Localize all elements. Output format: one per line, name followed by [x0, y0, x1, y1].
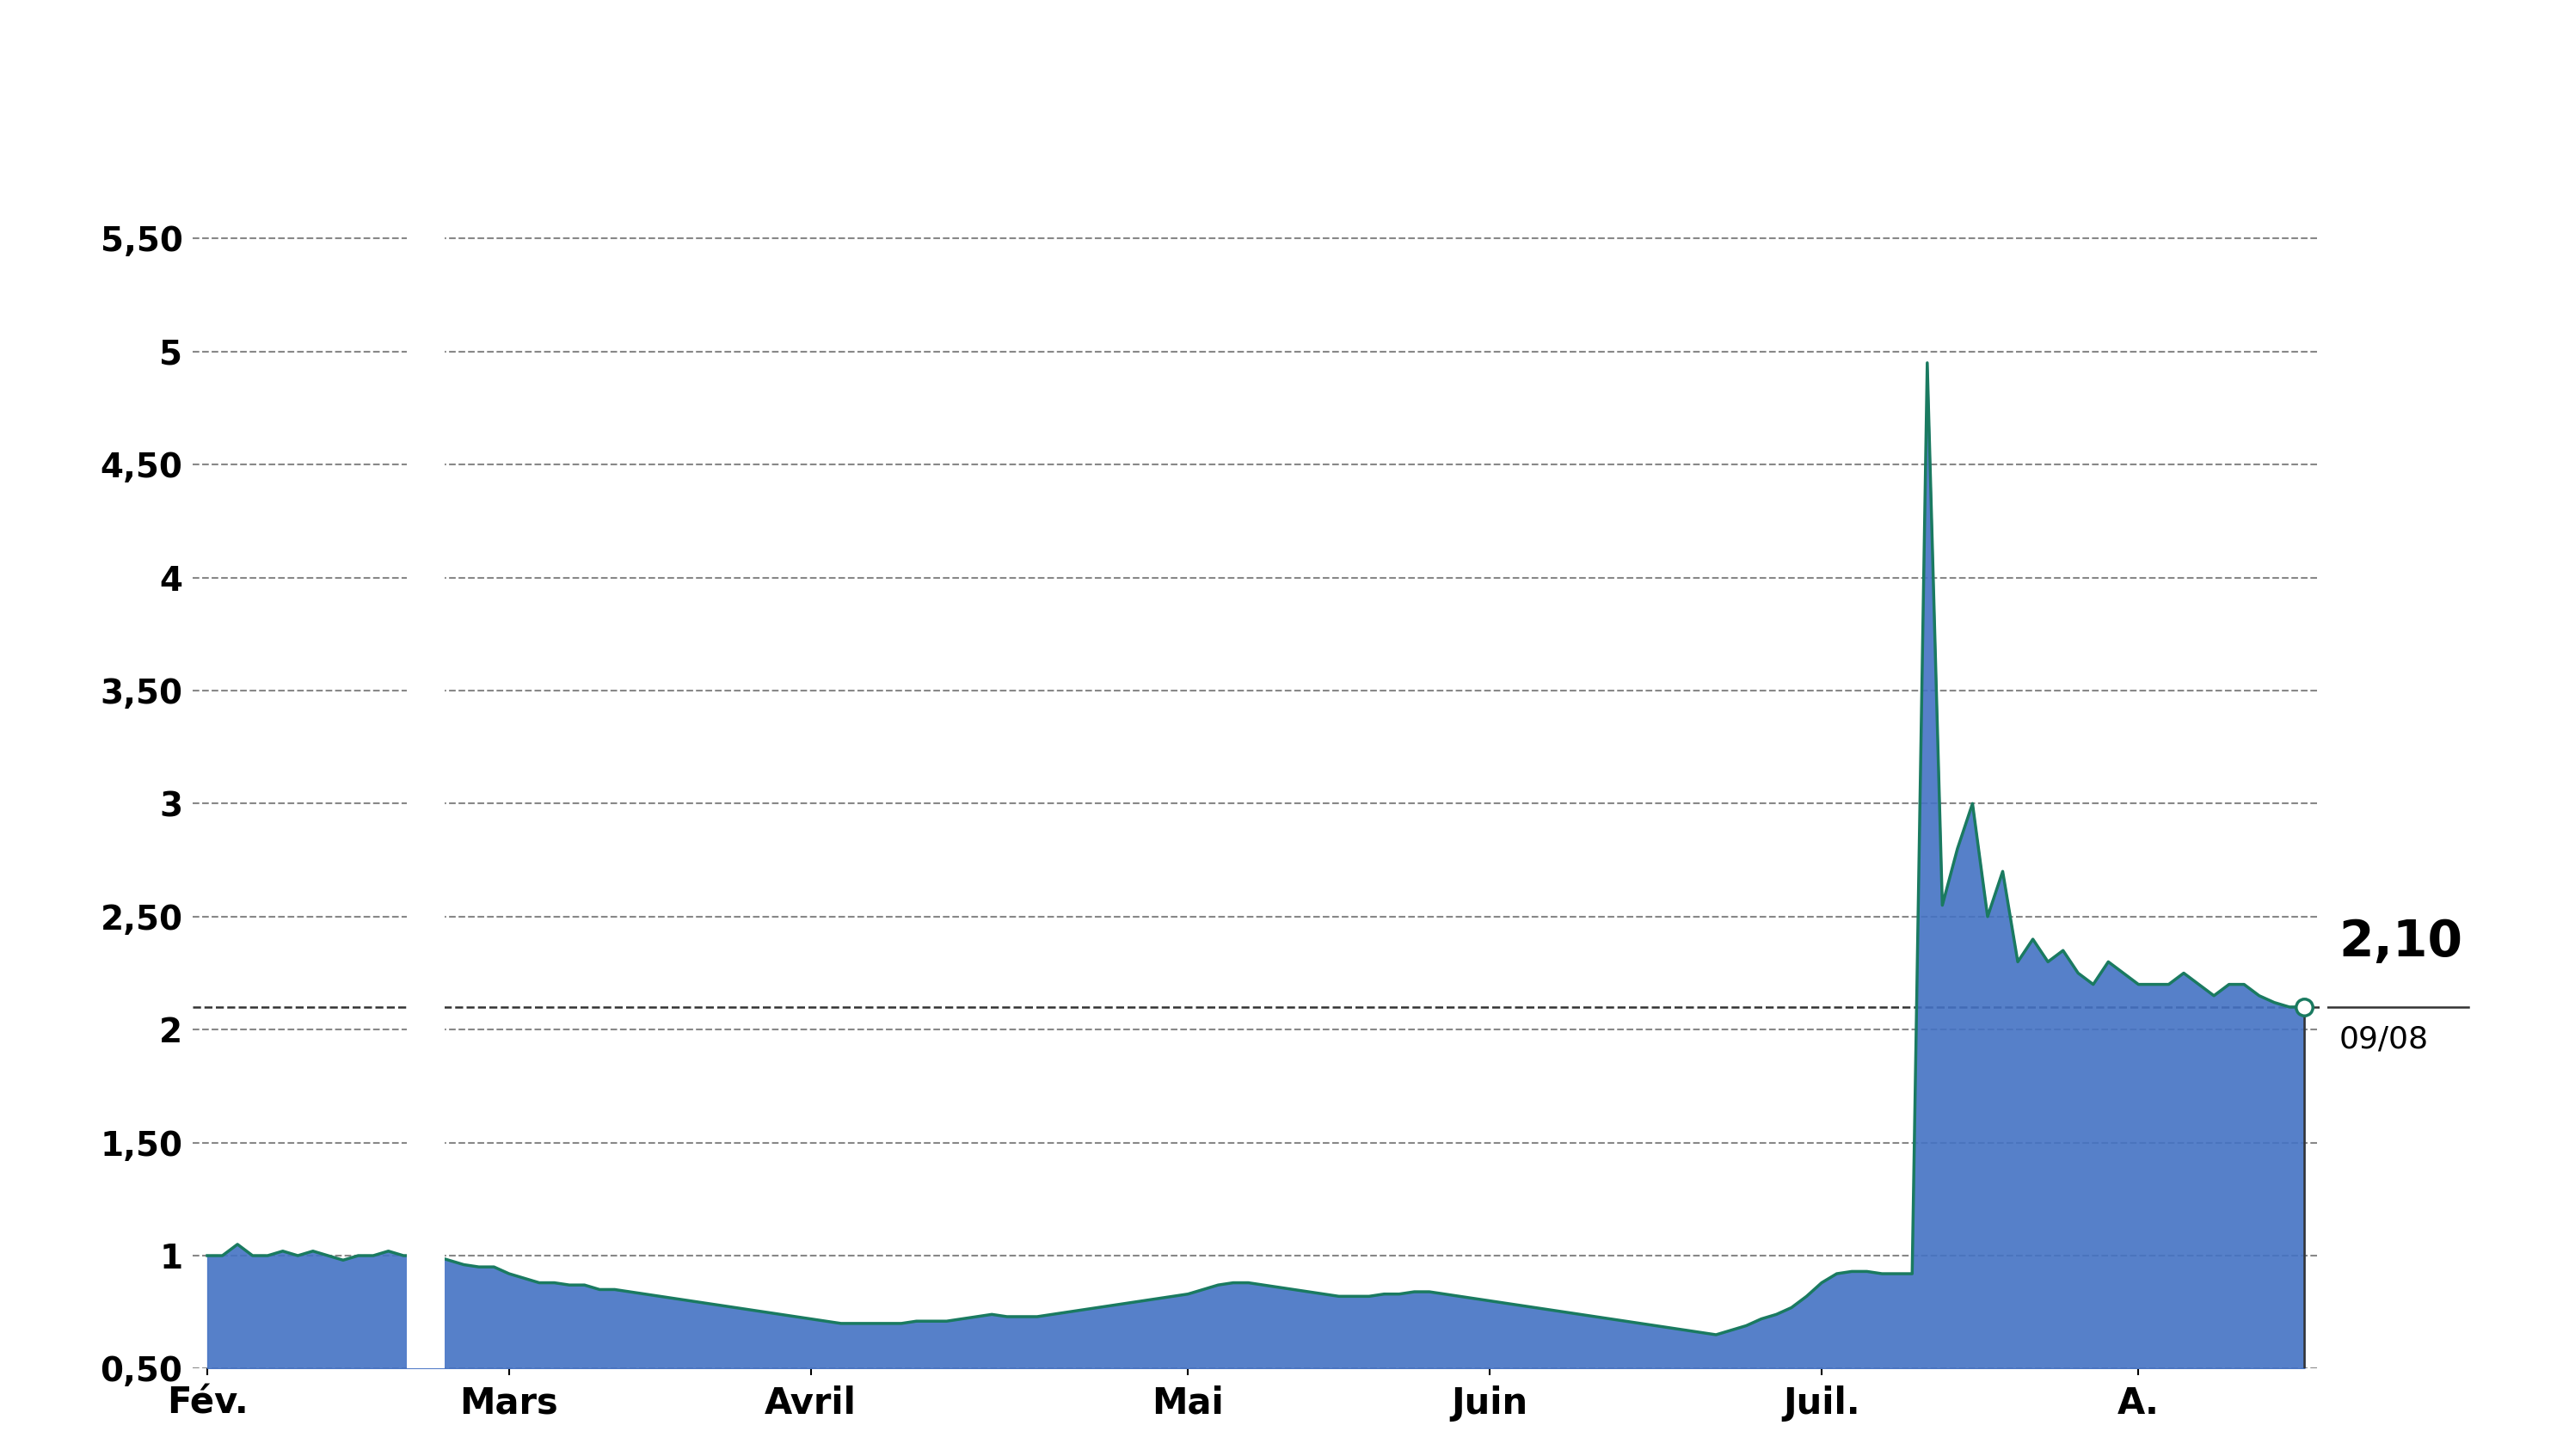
Text: 09/08: 09/08: [2340, 1025, 2430, 1054]
Text: MIRA Pharmaceuticals, Inc.: MIRA Pharmaceuticals, Inc.: [748, 42, 1815, 111]
Bar: [408, 125, 446, 1369]
Text: 2,10: 2,10: [2340, 917, 2463, 967]
